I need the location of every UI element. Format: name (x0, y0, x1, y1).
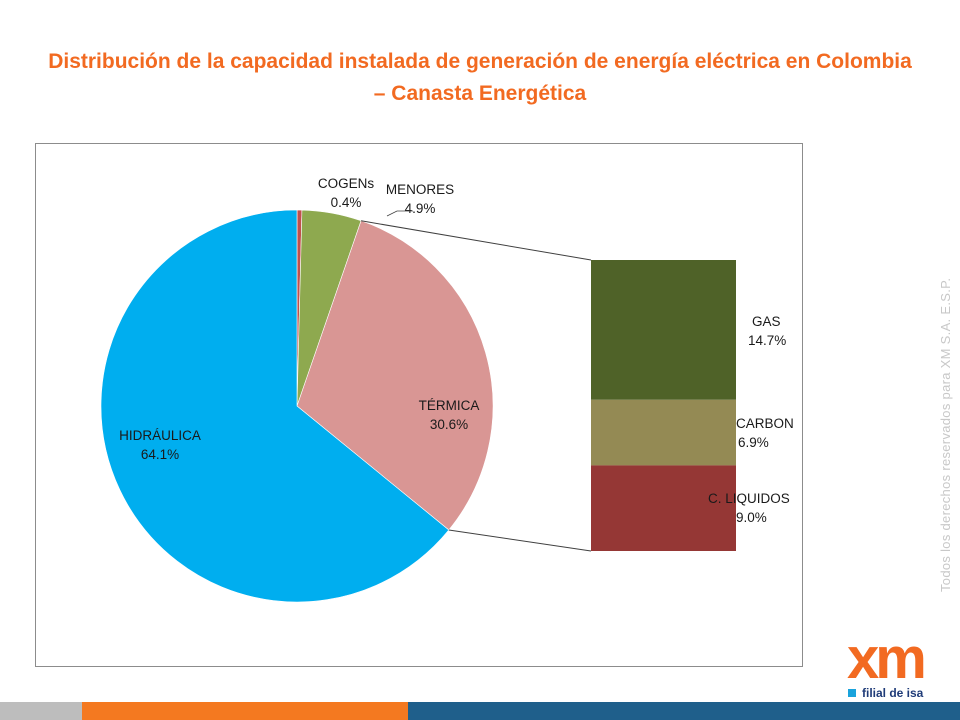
logo-tagline: filial de isa (848, 686, 923, 700)
pie-label-hidraulica: HIDRÁULICA 64.1% (119, 428, 201, 462)
bar-label-carbon: CARBON 6.9% (736, 416, 794, 450)
bar-segment-gas (591, 260, 736, 400)
pie-label-name: TÉRMICA (419, 398, 480, 413)
xm-logo: xm (847, 626, 927, 691)
pie-slice-termica (296, 220, 494, 531)
footer-strip-gray (0, 702, 82, 720)
square-icon (848, 689, 856, 697)
bar-label-value: 6.9% (738, 435, 769, 450)
tagline-text: filial de isa (862, 686, 924, 700)
connector-line-top (361, 220, 592, 261)
copyright-text: Todos los derechos reservados para XM S.… (938, 277, 953, 592)
pie-label-menores: MENORES 4.9% (386, 182, 454, 216)
leader-line-menores (386, 210, 413, 217)
pie-label-name: MENORES (386, 182, 454, 197)
pie-slice-hidraulica (100, 209, 450, 603)
bar-label-value: 14.7% (748, 333, 786, 348)
bar-label-gas: GAS 14.7% (748, 314, 786, 348)
connector-line-bottom (448, 529, 592, 552)
pie-label-value: 0.4% (331, 195, 362, 210)
logo-text: xm (847, 626, 923, 691)
pie-label-value: 64.1% (141, 447, 179, 462)
pie-label-value: 4.9% (405, 201, 436, 216)
bar-label-c-liquidos: C. LIQUIDOS 9.0% (708, 491, 790, 525)
pie-label-cogens: COGENs 0.4% (318, 176, 375, 210)
footer-strip-blue (408, 702, 960, 720)
pie-label-name: COGENs (318, 176, 375, 191)
pie-label-termica: TÉRMICA 30.6% (419, 398, 480, 432)
bar-segment-carbon (591, 399, 736, 466)
bar-label-name: C. LIQUIDOS (708, 491, 790, 506)
pie-label-name: HIDRÁULICA (119, 428, 201, 443)
pie-label-value: 30.6% (430, 417, 468, 432)
bar-label-name: CARBON (736, 416, 794, 431)
bar-label-name: GAS (752, 314, 781, 329)
bar-segment-c-liquidos (591, 465, 736, 551)
bar-label-value: 9.0% (736, 510, 767, 525)
page-title: Distribución de la capacidad instalada d… (48, 50, 912, 105)
footer-strip-orange (82, 702, 408, 720)
